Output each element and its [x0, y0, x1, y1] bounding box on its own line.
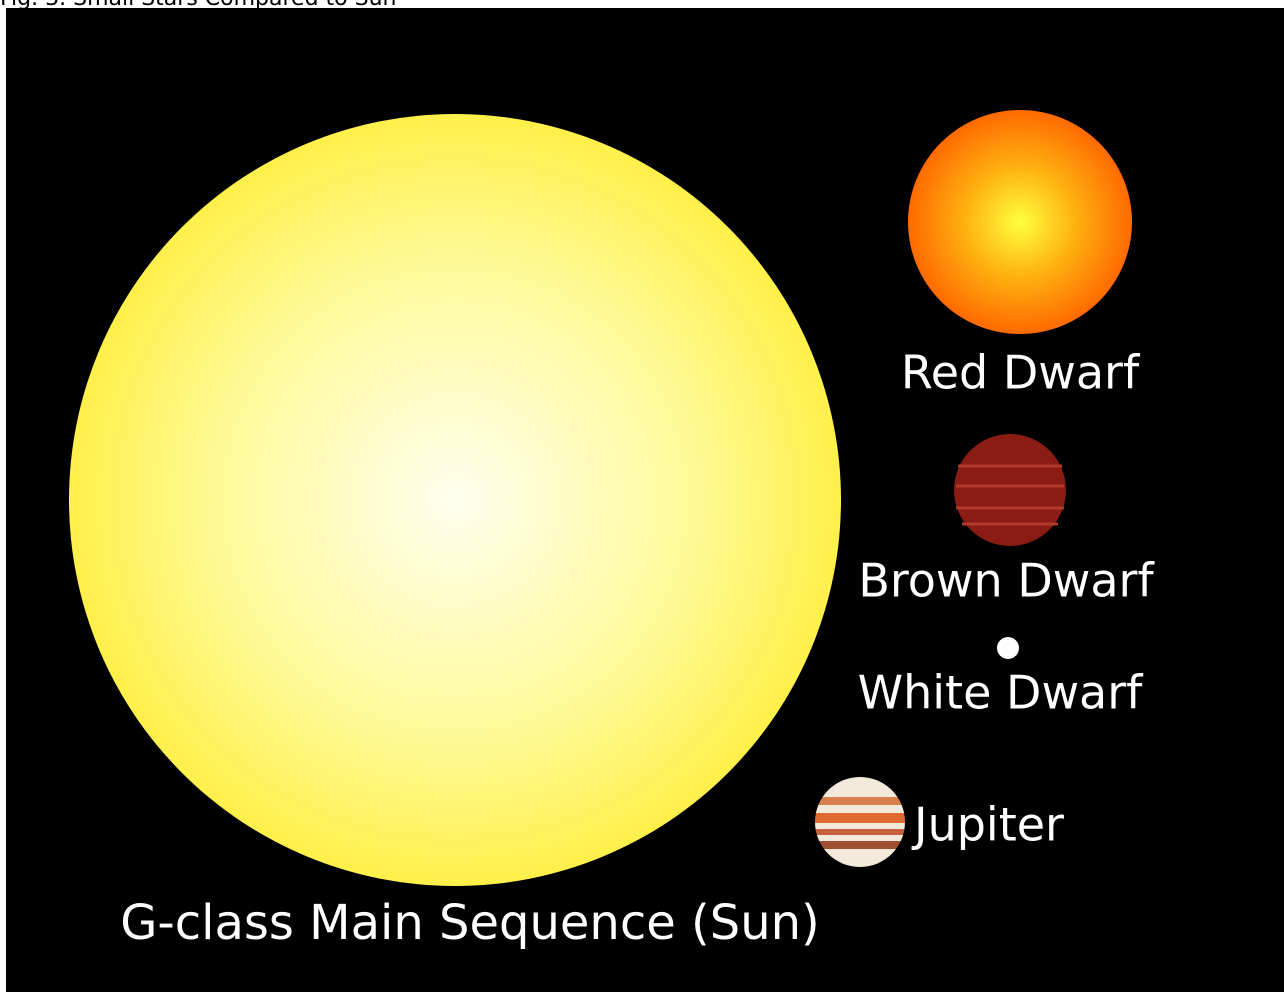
label: Red Dwarf: [901, 346, 1141, 400]
sun: [69, 114, 841, 886]
brown-dwarf: [954, 434, 1066, 546]
white-dwarf: [997, 637, 1019, 659]
red-dwarf: [908, 110, 1132, 334]
label: Brown Dwarf: [858, 554, 1155, 608]
label: G-class Main Sequence (Sun): [120, 895, 820, 951]
label: Jupiter: [911, 798, 1064, 852]
label: White Dwarf: [858, 666, 1145, 720]
jupiter: [815, 777, 905, 867]
figure: Red Dwarf Brown Dwarf White Dwarf Jupite…: [6, 8, 1284, 992]
page: Fig. 3. Small Stars Compared to Sun Red …: [0, 0, 1284, 992]
